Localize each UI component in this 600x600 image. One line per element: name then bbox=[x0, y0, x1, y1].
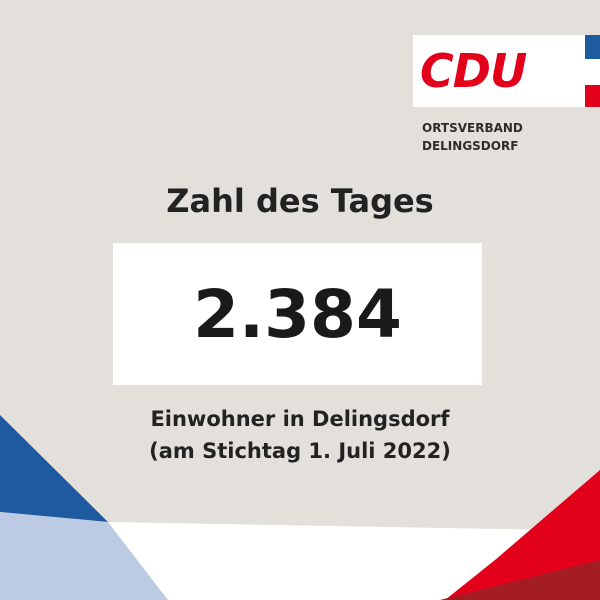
title: Zahl des Tages bbox=[166, 182, 434, 220]
caption-line: Einwohner in Delingsdorf bbox=[150, 407, 450, 431]
blue-shape bbox=[0, 415, 108, 522]
white-shape bbox=[108, 522, 560, 600]
logo-stripe-blue bbox=[585, 35, 600, 59]
number: 2.384 bbox=[193, 275, 402, 353]
dark-red-shape bbox=[440, 560, 600, 600]
logo-text: CDU bbox=[420, 44, 527, 98]
org-line: DELINGSDORF bbox=[422, 139, 519, 153]
org-line: ORTSVERBAND bbox=[422, 121, 523, 135]
org-name: ORTSVERBAND DELINGSDORF bbox=[422, 119, 523, 155]
logo-stripe-red bbox=[585, 85, 600, 107]
light-blue-shape bbox=[0, 512, 168, 600]
caption-line: (am Stichtag 1. Juli 2022) bbox=[149, 439, 451, 463]
number-box: 2.384 bbox=[113, 243, 482, 385]
logo-box: CDU bbox=[413, 35, 600, 107]
caption: Einwohner in Delingsdorf (am Stichtag 1.… bbox=[0, 403, 600, 467]
red-shape bbox=[445, 470, 600, 600]
